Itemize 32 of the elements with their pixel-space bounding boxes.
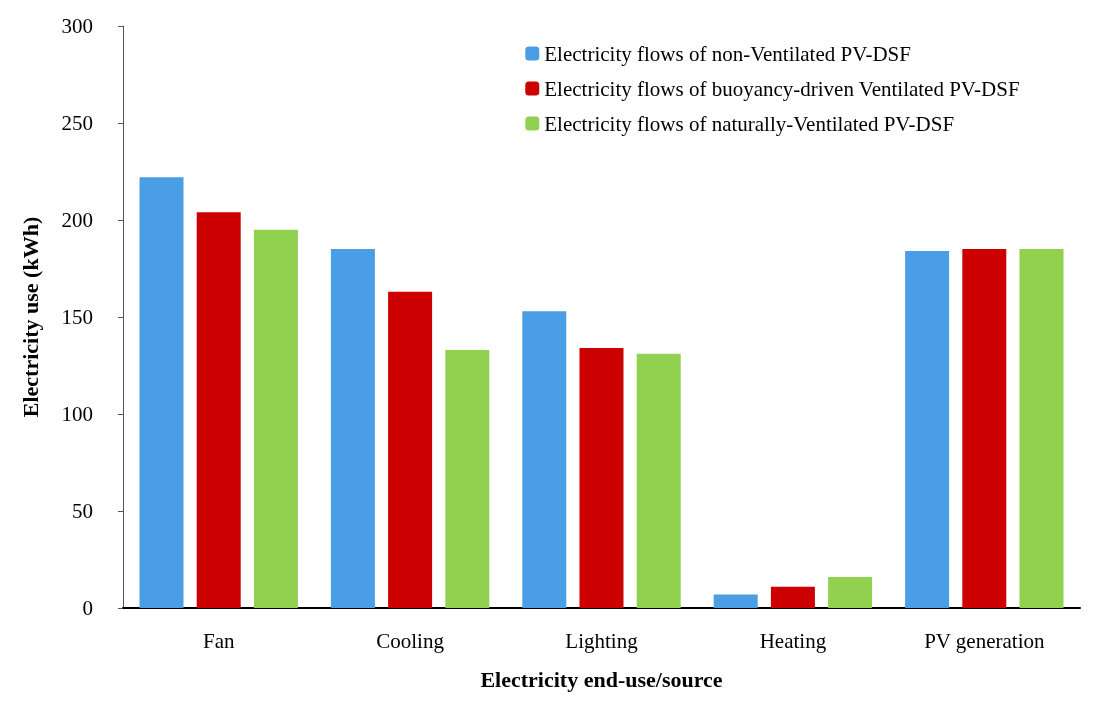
x-tick-label: Lighting	[565, 628, 639, 653]
x-tick-label: PV generation	[924, 628, 1045, 653]
bar	[445, 349, 490, 608]
x-tick-label: Heating	[759, 628, 827, 653]
bar	[962, 249, 1007, 608]
y-tick-label: 150	[61, 305, 93, 329]
x-tick-label: Fan	[202, 628, 235, 653]
y-tick-label: 0	[82, 596, 93, 620]
y-tick-label: 100	[61, 402, 93, 426]
y-axis-title: Electricity use (kWh)	[17, 216, 43, 418]
bar	[522, 311, 567, 608]
bar	[828, 576, 873, 608]
bar	[388, 291, 433, 608]
bar	[579, 348, 624, 608]
bar	[636, 353, 681, 608]
bar	[330, 249, 375, 608]
y-tick-label: 200	[61, 208, 93, 232]
bar	[905, 251, 950, 608]
bar	[770, 586, 815, 608]
bar	[196, 212, 241, 608]
x-tick-label: Cooling	[376, 628, 445, 653]
legend-label: Electricity flows of naturally-Ventilated PV-DSF	[544, 111, 955, 136]
bar	[139, 177, 184, 608]
x-axis-title: Electricity end-use/source	[480, 666, 723, 692]
bar	[713, 594, 758, 608]
legend-label: Electricity flows of non-Ventilated PV-DSF	[544, 41, 911, 66]
y-tick-label: 250	[61, 111, 93, 135]
y-tick-label: 50	[72, 499, 93, 523]
bar	[1019, 249, 1064, 608]
y-tick-label: 300	[61, 14, 93, 38]
bar	[253, 229, 298, 608]
legend-label: Electricity flows of buoyancy-driven Ventilated PV-DSF	[544, 76, 1020, 101]
